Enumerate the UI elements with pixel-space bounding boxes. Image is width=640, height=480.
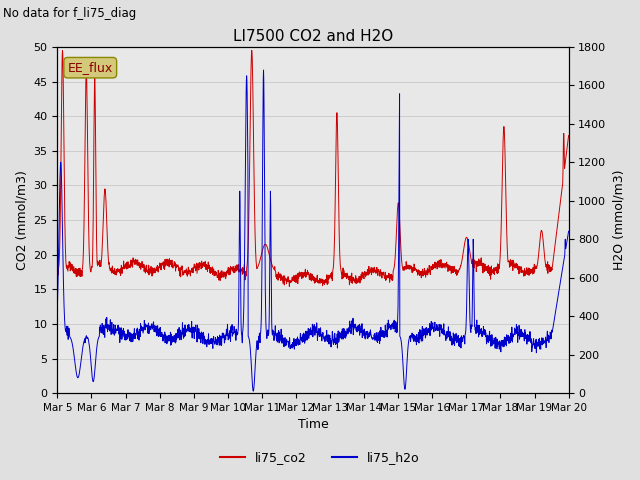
li75_h2o xyxy=(456,337,464,343)
Line: li75_co2: li75_co2 xyxy=(58,50,568,287)
Y-axis label: H2O (mmol/m3): H2O (mmol/m3) xyxy=(612,170,625,270)
li75_h2o xyxy=(289,344,297,350)
li75_co2 xyxy=(303,271,310,276)
li75_h2o xyxy=(564,228,572,234)
li75_co2 xyxy=(59,48,67,53)
li75_h2o xyxy=(550,317,558,323)
Line: li75_h2o: li75_h2o xyxy=(58,70,568,391)
li75_co2 xyxy=(285,284,293,289)
li75_co2 xyxy=(54,272,61,277)
li75_co2 xyxy=(550,249,558,254)
Legend: li75_co2, li75_h2o: li75_co2, li75_h2o xyxy=(215,446,425,469)
li75_h2o xyxy=(54,303,61,309)
Title: LI7500 CO2 and H2O: LI7500 CO2 and H2O xyxy=(233,29,393,44)
X-axis label: Time: Time xyxy=(298,419,328,432)
li75_h2o xyxy=(550,318,558,324)
Y-axis label: CO2 (mmol/m3): CO2 (mmol/m3) xyxy=(15,170,28,270)
li75_co2 xyxy=(564,132,572,138)
li75_co2 xyxy=(456,263,464,269)
li75_co2 xyxy=(550,251,558,256)
Text: EE_flux: EE_flux xyxy=(68,61,113,74)
li75_h2o xyxy=(303,329,310,335)
Text: No data for f_li75_diag: No data for f_li75_diag xyxy=(3,7,136,20)
li75_h2o xyxy=(260,67,268,73)
li75_h2o xyxy=(250,388,257,394)
li75_h2o xyxy=(79,341,87,347)
li75_co2 xyxy=(80,236,88,241)
li75_co2 xyxy=(289,278,297,284)
